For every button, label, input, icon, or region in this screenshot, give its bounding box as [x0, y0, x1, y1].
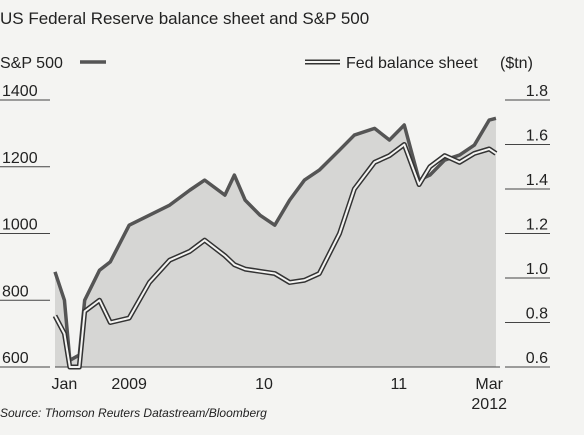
y2-tick-label: 1.0	[526, 261, 548, 278]
legend-label: Fed balance sheet	[346, 55, 478, 72]
x-tick-label: 11	[391, 376, 408, 393]
legend-label: S&P 500	[0, 55, 63, 72]
y-tick-label: 800	[2, 283, 29, 300]
y2-tick-label: 1.2	[526, 217, 548, 234]
y-tick-label: 1000	[2, 217, 38, 234]
x-tick-label: 10	[255, 376, 273, 393]
area	[55, 118, 496, 367]
chart-title: US Federal Reserve balance sheet and S&P…	[0, 9, 369, 28]
y2-tick-label: 1.8	[526, 83, 548, 100]
x-tick-label: Jan	[52, 376, 78, 393]
x-tick-label: Mar	[475, 376, 503, 393]
y2-axis-label: ($tn)	[500, 55, 533, 72]
source: Source: Thomson Reuters Datastream/Bloom…	[0, 406, 267, 420]
y2-tick-label: 1.6	[526, 128, 548, 145]
x-tick-label: 2009	[111, 376, 147, 393]
x-tick-label: 2012	[471, 396, 507, 413]
y-tick-label: 1400	[2, 83, 38, 100]
y2-tick-label: 0.6	[526, 350, 548, 367]
y-tick-label: 1200	[2, 150, 38, 167]
y2-tick-label: 0.8	[526, 306, 548, 323]
line	[53, 116, 497, 363]
line-inner	[54, 143, 497, 368]
y2-tick-label: 1.4	[526, 172, 548, 189]
y-tick-label: 600	[2, 350, 29, 367]
